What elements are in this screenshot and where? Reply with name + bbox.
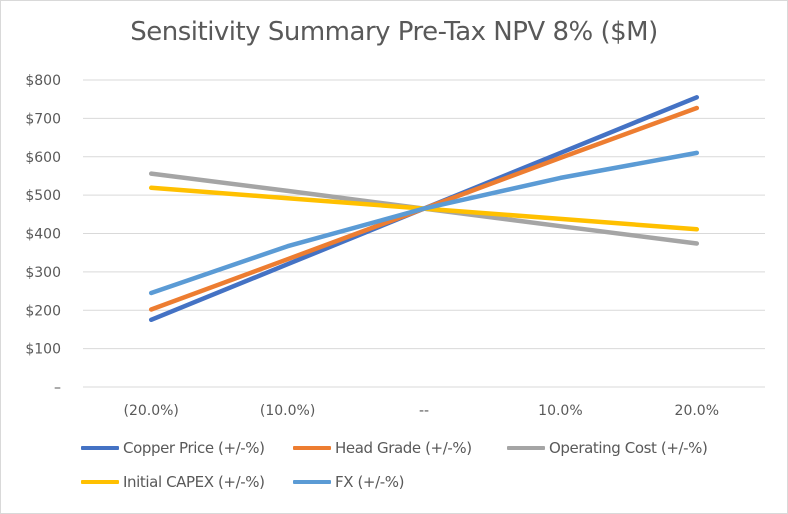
y-tick-label: – <box>54 380 61 396</box>
chart-title: Sensitivity Summary Pre-Tax NPV 8% ($M) <box>130 17 658 47</box>
legend-swatch <box>81 446 119 450</box>
y-axis-ticks: – $100 $200 $300 $400 $500 $600 $700 $800 <box>25 73 61 396</box>
legend-label: Copper Price (+/-%) <box>123 439 265 457</box>
gridlines <box>83 79 765 388</box>
legend-swatch <box>293 480 331 484</box>
legend-row-1: Copper Price (+/-%) Head Grade (+/-%) Op… <box>81 439 761 473</box>
y-tick-label: $200 <box>25 303 61 319</box>
series-line-fx <box>148 150 700 296</box>
legend-item-head-grade: Head Grade (+/-%) <box>293 439 472 457</box>
series-lines <box>148 95 700 323</box>
legend-swatch <box>507 446 545 450</box>
x-tick-label: 10.0% <box>538 403 582 419</box>
y-tick-label: $600 <box>25 150 61 166</box>
x-tick-label: (10.0%) <box>260 403 315 419</box>
y-tick-label: $300 <box>25 265 61 281</box>
legend-item-copper-price: Copper Price (+/-%) <box>81 439 265 457</box>
x-tick-label: -- <box>419 403 429 419</box>
legend-item-initial-capex: Initial CAPEX (+/-%) <box>81 473 265 491</box>
y-tick-label: $700 <box>25 111 61 127</box>
legend-swatch <box>293 446 331 450</box>
x-tick-label: (20.0%) <box>123 403 178 419</box>
legend-row-2: Initial CAPEX (+/-%) FX (+/-%) <box>81 473 761 507</box>
legend: Copper Price (+/-%) Head Grade (+/-%) Op… <box>81 439 761 507</box>
legend-item-fx: FX (+/-%) <box>293 473 404 491</box>
legend-label: FX (+/-%) <box>335 473 405 491</box>
y-tick-label: $500 <box>25 188 61 204</box>
y-tick-label: $400 <box>25 227 61 243</box>
legend-label: Operating Cost (+/-%) <box>549 439 708 457</box>
x-tick-label: 20.0% <box>675 403 719 419</box>
legend-label: Initial CAPEX (+/-%) <box>123 473 265 491</box>
legend-label: Head Grade (+/-%) <box>335 439 472 457</box>
legend-item-operating-cost: Operating Cost (+/-%) <box>507 439 708 457</box>
legend-swatch <box>81 480 119 484</box>
x-axis-ticks: (20.0%) (10.0%) -- 10.0% 20.0% <box>123 403 719 419</box>
y-tick-label: $800 <box>25 73 61 89</box>
y-tick-label: $100 <box>25 342 61 358</box>
